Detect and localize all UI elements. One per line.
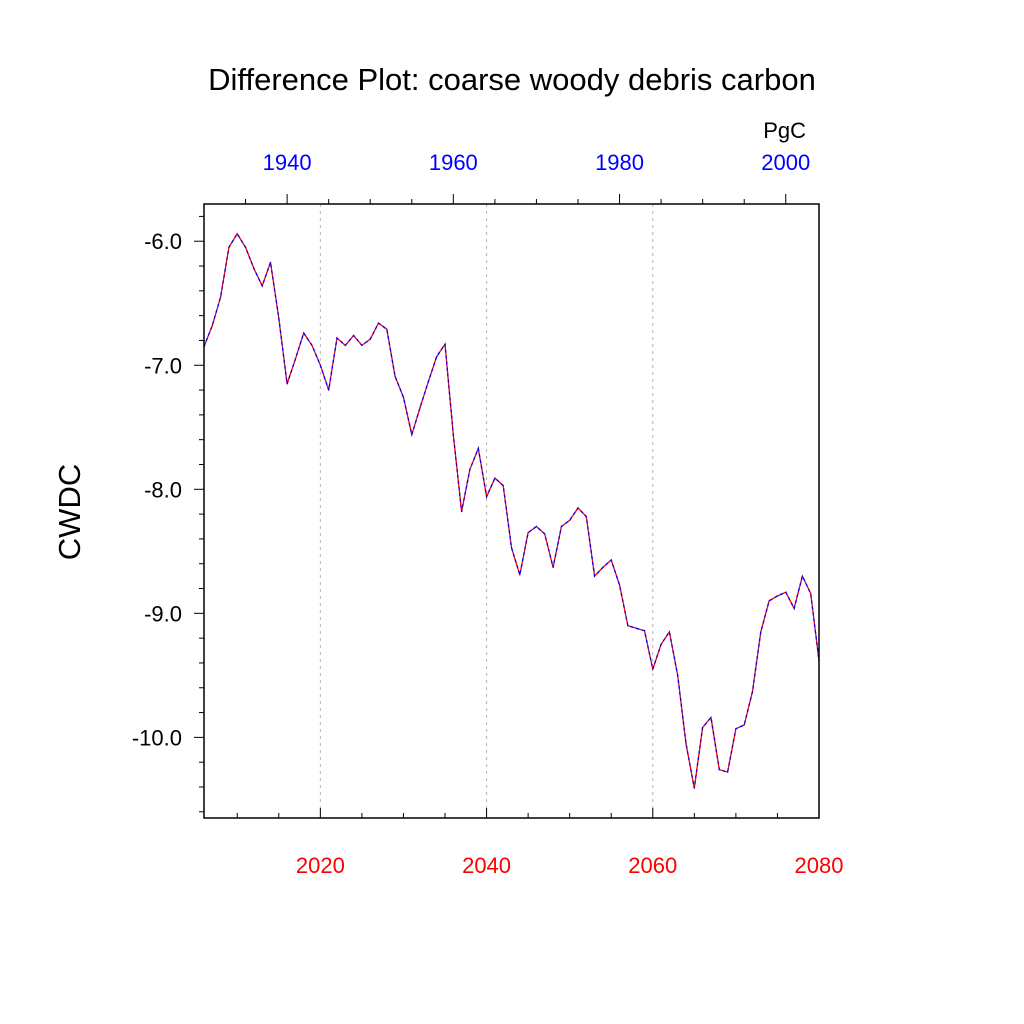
- data-point: [319, 364, 321, 366]
- data-point: [727, 771, 729, 773]
- data-point: [702, 726, 704, 729]
- data-series: [203, 232, 820, 789]
- data-point: [394, 375, 396, 377]
- data-point: [220, 296, 222, 298]
- data-point: [286, 383, 288, 385]
- y-tick-label: -6.0: [144, 229, 182, 254]
- y-tick-label: -8.0: [144, 477, 182, 502]
- data-point: [261, 285, 263, 287]
- data-point: [793, 607, 795, 610]
- data-point: [643, 630, 646, 632]
- data-point: [785, 591, 787, 593]
- data-point: [486, 496, 488, 498]
- x-bottom-tick-label: 2060: [628, 853, 677, 878]
- data-point: [228, 246, 230, 248]
- data-point: [361, 344, 363, 346]
- data-point: [519, 574, 521, 576]
- x-top-tick-label: 1960: [429, 150, 478, 175]
- y-tick-label: -9.0: [144, 601, 182, 626]
- data-point: [594, 575, 596, 577]
- gridlines: [319, 204, 654, 818]
- data-point: [668, 631, 671, 633]
- data-point: [776, 595, 779, 597]
- data-point: [510, 547, 513, 549]
- data-point: [377, 322, 380, 324]
- data-point: [801, 575, 804, 577]
- data-point: [602, 566, 604, 569]
- data-point: [718, 769, 720, 771]
- data-point: [544, 533, 546, 535]
- chart-title: Difference Plot: coarse woody debris car…: [208, 62, 816, 97]
- data-point: [461, 511, 463, 513]
- data-point: [436, 356, 438, 358]
- data-point: [344, 344, 346, 346]
- data-point: [211, 325, 213, 327]
- x-bottom-tick-label: 2020: [296, 853, 345, 878]
- data-point: [419, 406, 421, 408]
- series-line-red: [203, 232, 820, 789]
- data-point: [610, 559, 612, 561]
- data-point: [710, 716, 712, 719]
- data-point: [585, 516, 587, 518]
- y-tick-label: -10.0: [132, 725, 182, 750]
- data-point: [278, 317, 280, 319]
- tick-labels: 2020 2040 2060 2080 1940 1960 1980 2000 -6.0 -7.0…: [132, 150, 844, 878]
- data-point: [303, 332, 305, 334]
- data-point: [577, 507, 579, 509]
- data-point: [502, 485, 504, 487]
- data-point: [768, 600, 770, 602]
- data-point: [427, 380, 429, 382]
- data-point: [236, 233, 238, 235]
- data-point: [444, 343, 446, 345]
- series-line-blue-dashed: [203, 232, 820, 789]
- y-tick-label: -7.0: [144, 353, 182, 378]
- data-point: [386, 328, 388, 330]
- data-point: [469, 468, 471, 470]
- data-point: [336, 337, 338, 339]
- plot-frame: [203, 203, 820, 819]
- data-point: [677, 674, 679, 677]
- data-point: [311, 344, 313, 346]
- data-point: [735, 728, 737, 730]
- x-bottom-tick-label: 2080: [795, 853, 844, 878]
- data-point: [693, 787, 695, 789]
- data-point: [402, 396, 405, 399]
- data-point: [618, 584, 621, 586]
- data-point: [760, 631, 762, 633]
- data-point: [527, 532, 529, 534]
- units-label: PgC: [763, 118, 806, 143]
- data-point: [627, 625, 629, 627]
- data-point: [369, 338, 371, 340]
- data-point: [253, 267, 255, 270]
- data-point: [635, 627, 637, 629]
- data-point: [652, 668, 654, 670]
- data-point: [353, 334, 355, 337]
- x-top-tick-label: 1980: [595, 150, 644, 175]
- data-point: [810, 592, 812, 595]
- data-point: [269, 261, 272, 263]
- data-point: [245, 246, 247, 248]
- data-point: [328, 389, 330, 391]
- data-point: [552, 566, 554, 569]
- data-point: [660, 643, 662, 645]
- data-point: [743, 724, 745, 726]
- x-bottom-tick-label: 2040: [462, 853, 511, 878]
- x-top-tick-label: 2000: [761, 150, 810, 175]
- y-axis-label: CWDC: [52, 464, 87, 560]
- data-point: [751, 690, 754, 693]
- data-point: [494, 477, 496, 479]
- data-point: [411, 434, 413, 436]
- data-point: [294, 358, 296, 360]
- data-point: [452, 434, 454, 436]
- data-point: [560, 525, 563, 528]
- data-point: [477, 447, 479, 449]
- axis-ticks: [194, 194, 820, 818]
- data-point: [685, 743, 687, 745]
- x-top-tick-label: 1940: [263, 150, 312, 175]
- data-point: [569, 519, 571, 521]
- data-point: [535, 525, 538, 528]
